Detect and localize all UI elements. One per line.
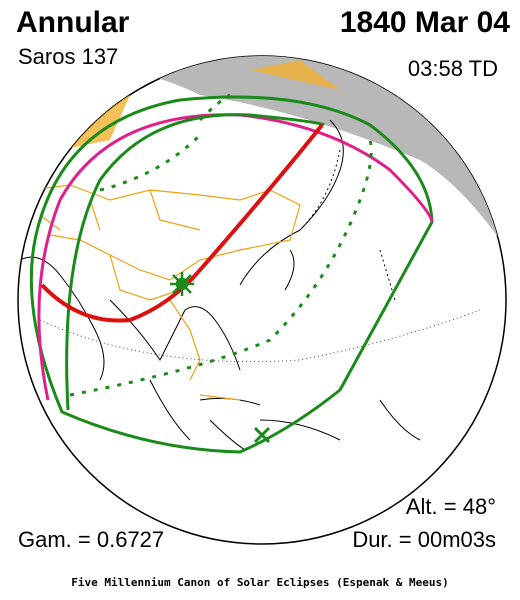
dotted-curve (69, 139, 373, 397)
equator (39, 309, 481, 363)
limit-curve (65, 113, 325, 411)
borders (29, 184, 301, 401)
central-path (40, 123, 324, 323)
sub-solar-marker (253, 426, 271, 444)
dotted-curve (99, 93, 231, 192)
altitude: Alt. = 48° (405, 494, 496, 519)
footer: Five Millennium Canon of Solar Eclipses … (71, 576, 449, 589)
terminator (299, 149, 396, 301)
time: 03:58 TD (407, 56, 498, 81)
eclipse-type: Annular (16, 6, 130, 39)
saros: Saros 137 (18, 44, 119, 69)
duration: Dur. = 00m03s (352, 527, 496, 552)
eclipse-curves (29, 93, 434, 454)
greatest-eclipse-marker (170, 272, 194, 296)
annular-limit (37, 113, 434, 401)
gamma: Gam. = 0.6727 (18, 527, 165, 552)
penumbral-limit (29, 95, 434, 454)
date: 1840 Mar 04 (339, 6, 510, 39)
